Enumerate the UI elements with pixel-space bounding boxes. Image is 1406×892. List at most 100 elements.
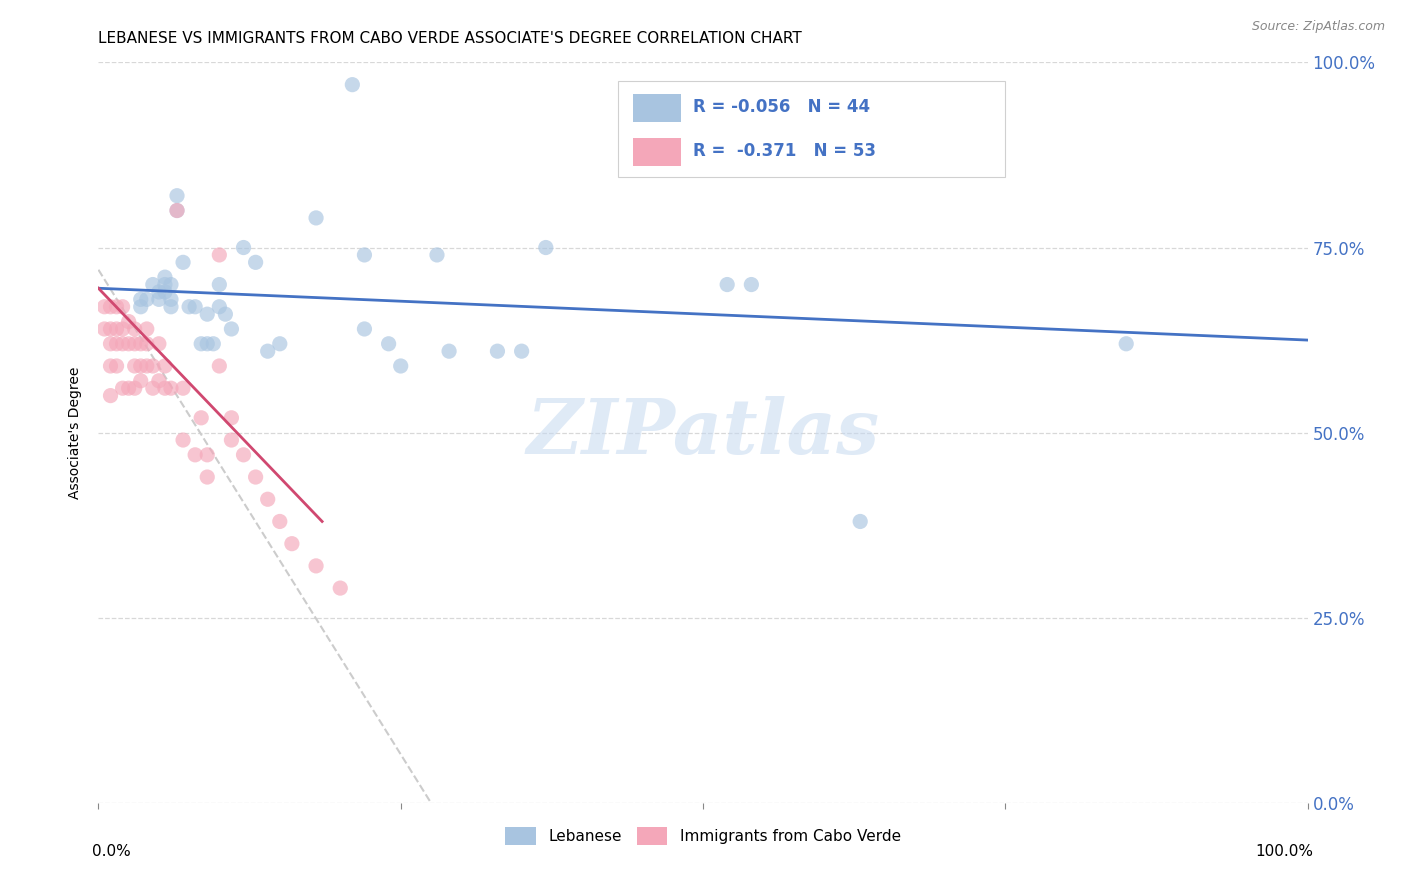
Text: LEBANESE VS IMMIGRANTS FROM CABO VERDE ASSOCIATE'S DEGREE CORRELATION CHART: LEBANESE VS IMMIGRANTS FROM CABO VERDE A… — [98, 31, 803, 46]
Point — [179, 300, 201, 314]
Point — [716, 277, 738, 292]
Text: R = -0.056   N = 44: R = -0.056 N = 44 — [693, 98, 870, 116]
Point — [740, 277, 762, 292]
Point — [142, 381, 165, 395]
Point — [172, 381, 194, 395]
Point — [93, 300, 115, 314]
Point — [184, 300, 207, 314]
Point — [135, 359, 157, 373]
Point — [389, 359, 412, 373]
Point — [105, 336, 128, 351]
Point — [195, 470, 218, 484]
Point — [342, 78, 364, 92]
Point — [160, 300, 183, 314]
Point — [100, 322, 122, 336]
Point — [195, 307, 218, 321]
Point — [534, 240, 557, 255]
Point — [153, 277, 176, 292]
Point — [124, 381, 146, 395]
Point — [184, 448, 207, 462]
Point — [195, 448, 218, 462]
Point — [153, 270, 176, 285]
Point — [353, 248, 375, 262]
Point — [153, 381, 176, 395]
FancyBboxPatch shape — [633, 94, 682, 121]
Point — [100, 300, 122, 314]
FancyBboxPatch shape — [619, 81, 1005, 178]
Text: Source: ZipAtlas.com: Source: ZipAtlas.com — [1251, 20, 1385, 33]
Point — [148, 374, 170, 388]
Legend: Lebanese, Immigrants from Cabo Verde: Lebanese, Immigrants from Cabo Verde — [499, 821, 907, 851]
Point — [105, 322, 128, 336]
Point — [202, 336, 225, 351]
Point — [135, 322, 157, 336]
Point — [129, 359, 152, 373]
Text: ZIPatlas: ZIPatlas — [526, 396, 880, 469]
Point — [208, 359, 231, 373]
Point — [160, 293, 183, 307]
Point — [135, 293, 157, 307]
Point — [111, 300, 134, 314]
Point — [1115, 336, 1137, 351]
Point — [129, 300, 152, 314]
Point — [221, 322, 243, 336]
Point — [105, 359, 128, 373]
Point — [305, 558, 328, 573]
Point — [281, 536, 304, 550]
Y-axis label: Associate's Degree: Associate's Degree — [69, 367, 83, 499]
Point — [160, 381, 183, 395]
Point — [111, 381, 134, 395]
Point — [148, 285, 170, 299]
Point — [245, 470, 267, 484]
Point — [100, 359, 122, 373]
Point — [129, 374, 152, 388]
Point — [100, 336, 122, 351]
Point — [148, 293, 170, 307]
Point — [148, 336, 170, 351]
Point — [160, 277, 183, 292]
Point — [142, 359, 165, 373]
Point — [166, 203, 188, 218]
Point — [208, 248, 231, 262]
Point — [129, 293, 152, 307]
Point — [208, 300, 231, 314]
Point — [221, 433, 243, 447]
Point — [142, 277, 165, 292]
Point — [111, 336, 134, 351]
Point — [118, 336, 141, 351]
Point — [166, 203, 188, 218]
Point — [245, 255, 267, 269]
Point — [190, 410, 212, 425]
Point — [118, 314, 141, 328]
Text: R =  -0.371   N = 53: R = -0.371 N = 53 — [693, 143, 876, 161]
Point — [208, 277, 231, 292]
Point — [269, 515, 291, 529]
Point — [93, 322, 115, 336]
Point — [221, 410, 243, 425]
Point — [377, 336, 399, 351]
Point — [172, 433, 194, 447]
Point — [153, 359, 176, 373]
Point — [849, 515, 872, 529]
Point — [124, 359, 146, 373]
Point — [214, 307, 236, 321]
Point — [124, 336, 146, 351]
Point — [166, 188, 188, 202]
Point — [153, 285, 176, 299]
Point — [111, 322, 134, 336]
Point — [124, 322, 146, 336]
Point — [256, 344, 278, 359]
Point — [195, 336, 218, 351]
Point — [100, 388, 122, 402]
Point — [269, 336, 291, 351]
Point — [353, 322, 375, 336]
Point — [118, 381, 141, 395]
Point — [135, 336, 157, 351]
Point — [172, 255, 194, 269]
Point — [105, 300, 128, 314]
Point — [329, 581, 352, 595]
Point — [232, 448, 254, 462]
Point — [305, 211, 328, 225]
Point — [426, 248, 449, 262]
FancyBboxPatch shape — [633, 138, 682, 166]
